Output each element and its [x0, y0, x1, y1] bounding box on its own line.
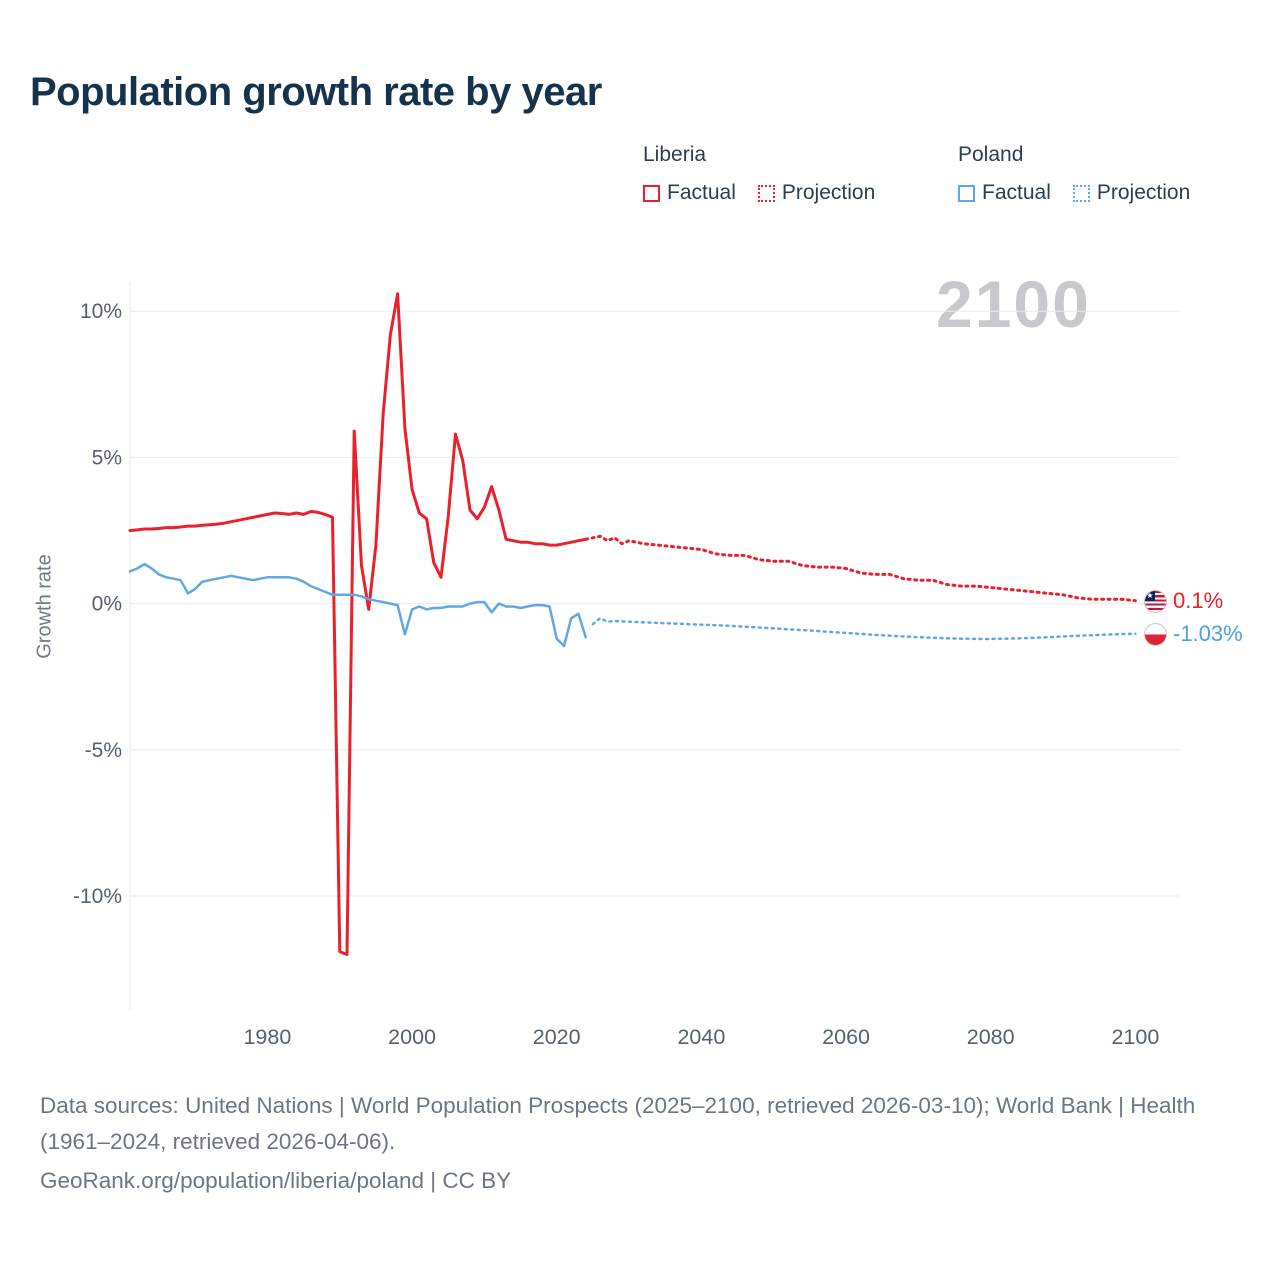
- legend-row: Factual Projection: [643, 181, 875, 205]
- legend-item-poland-projection[interactable]: Projection: [1072, 181, 1191, 205]
- liberia-factual-line: [128, 292, 588, 956]
- page-title: Population growth rate by year: [30, 70, 602, 114]
- y-tick-label: 5%: [92, 446, 122, 469]
- legend-item-liberia-factual[interactable]: Factual: [643, 181, 736, 205]
- x-tick-label: 1980: [243, 1025, 291, 1049]
- footer: Data sources: United Nations | World Pop…: [40, 1088, 1215, 1199]
- legend-item-liberia-projection[interactable]: Projection: [757, 181, 876, 205]
- legend-group-liberia: Liberia Factual Projection: [643, 143, 875, 205]
- legend-country-label: Liberia: [643, 143, 707, 166]
- liberia-end-value: 0.1%: [1173, 588, 1224, 613]
- y-tick-label: -10%: [73, 885, 122, 908]
- data-sources-text: Data sources: United Nations | World Pop…: [40, 1093, 1196, 1154]
- poland-projection-swatch-icon: [1072, 184, 1090, 202]
- liberia-projection-line: [584, 534, 1137, 603]
- x-tick-label: 2020: [533, 1025, 581, 1049]
- legend-item-poland-factual[interactable]: Factual: [958, 181, 1051, 205]
- y-tick-label: 10%: [80, 300, 122, 323]
- x-tick-label: 2040: [677, 1025, 725, 1049]
- poland-factual-swatch-icon: [958, 184, 975, 202]
- legend-country-label: Poland: [958, 143, 1024, 166]
- poland-end-value: -1.03%: [1173, 621, 1243, 646]
- legend-item-label: Projection: [781, 181, 876, 204]
- legend-item-label: Factual: [667, 181, 736, 204]
- legend-item-label: Projection: [1096, 181, 1191, 204]
- y-tick-label: 0%: [92, 593, 122, 616]
- liberia-factual-swatch-icon: [643, 184, 660, 202]
- liberia-projection-swatch-icon: [757, 184, 775, 202]
- legend-item-label: Factual: [982, 181, 1051, 204]
- legend-group-poland: Poland Factual Projection: [958, 143, 1190, 205]
- poland-projection-line: [591, 616, 1137, 641]
- x-tick-label: 2080: [967, 1025, 1015, 1049]
- attribution-text: GeoRank.org/population/liberia/poland | …: [40, 1168, 512, 1193]
- liberia-end-marker: ★ 0.1%: [1144, 588, 1223, 614]
- x-tick-label: 2000: [388, 1025, 436, 1049]
- poland-flag-icon: [1144, 622, 1167, 646]
- poland-end-marker: -1.03%: [1144, 621, 1243, 647]
- legend-row: Factual Projection: [958, 181, 1190, 205]
- liberia-flag-star: ★: [1145, 590, 1155, 601]
- y-tick-label: -5%: [85, 739, 122, 762]
- x-tick-label: 2100: [1111, 1025, 1159, 1049]
- x-tick-label: 2060: [822, 1025, 870, 1049]
- poland-factual-line: [128, 562, 587, 648]
- liberia-flag-icon: ★: [1144, 589, 1167, 613]
- year-watermark: 2100: [936, 267, 1091, 341]
